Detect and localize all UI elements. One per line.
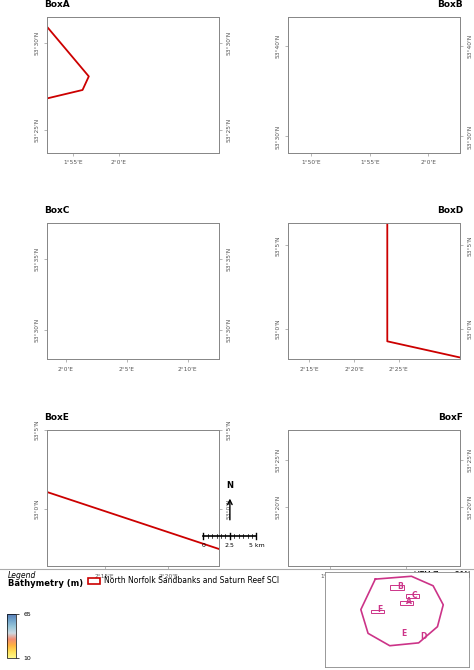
Text: N: N [227,482,233,490]
Text: B: B [397,582,403,591]
Text: Legend: Legend [8,572,36,580]
Text: E: E [401,629,407,638]
Text: BoxA: BoxA [44,0,70,9]
Text: C: C [411,591,417,600]
Text: F: F [377,605,382,614]
Text: North Norfolk Sandbanks and Saturn Reef SCI: North Norfolk Sandbanks and Saturn Reef … [104,576,279,585]
Text: D: D [420,632,426,641]
Text: BoxD: BoxD [437,206,463,215]
Bar [371,610,384,613]
Text: A: A [406,598,411,606]
Text: 2.5: 2.5 [225,543,235,547]
Text: BoxB: BoxB [438,0,463,9]
Text: Bathymetry (m): Bathymetry (m) [8,579,83,588]
Text: 5 km: 5 km [248,543,264,547]
Text: BoxE: BoxE [44,413,69,422]
Bar [88,578,100,584]
Bar [406,594,419,598]
Text: BoxC: BoxC [44,206,69,215]
Bar [390,585,404,590]
Bar [400,601,413,605]
Text: 0: 0 [201,543,205,547]
Text: UTM Zone 31N: UTM Zone 31N [414,572,470,580]
Text: BoxF: BoxF [438,413,463,422]
